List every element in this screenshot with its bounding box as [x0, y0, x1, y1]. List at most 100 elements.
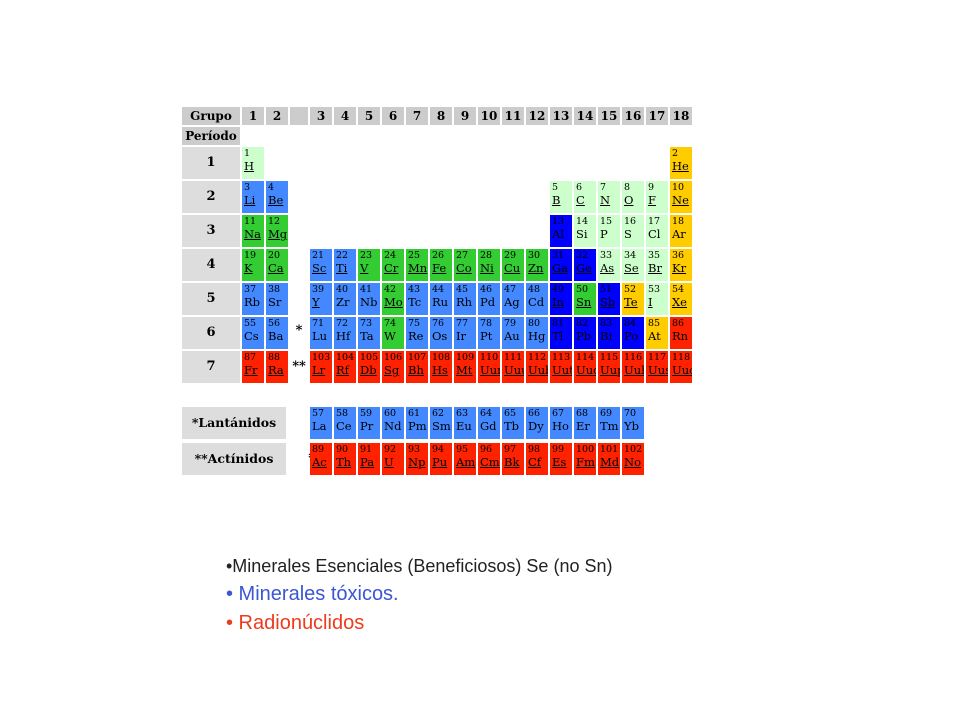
element-cell-rh: 45 Rh: [454, 283, 476, 315]
element-cell-ac[interactable]: 89 Ac: [310, 443, 332, 475]
element-symbol: Sc: [312, 261, 327, 275]
element-cell-li[interactable]: 3 Li: [242, 181, 264, 213]
element-cell-md[interactable]: 101 Md: [598, 443, 620, 475]
element-cell-zn[interactable]: 30 Zn: [526, 249, 548, 281]
element-cell-sg[interactable]: 106 Sg: [382, 351, 404, 383]
atomic-number: 85: [648, 318, 661, 329]
element-cell-as[interactable]: 33 As: [598, 249, 620, 281]
element-cell-lr[interactable]: 103 Lr: [310, 351, 332, 383]
element-cell-ga[interactable]: 31 Ga: [550, 249, 572, 281]
element-cell-na[interactable]: 11 Na: [242, 215, 264, 247]
element-cell-sn[interactable]: 50 Sn: [574, 283, 596, 315]
element-symbol: Uut: [552, 363, 572, 377]
element-cell-uuq[interactable]: 114Uuq: [574, 351, 596, 383]
element-cell-u[interactable]: 92 U: [382, 443, 404, 475]
element-cell-uun[interactable]: 110Uun: [478, 351, 500, 383]
element-cell-i[interactable]: 53 I: [646, 283, 668, 315]
element-cell-br[interactable]: 35 Br: [646, 249, 668, 281]
legend: •Minerales Esenciales (Beneficiosos) Se …: [226, 556, 612, 635]
element-cell-uus[interactable]: 117Uus: [646, 351, 668, 383]
atomic-number: 22: [336, 250, 349, 261]
lanthanide-marker: *: [290, 317, 308, 349]
element-cell-mo[interactable]: 42 Mo: [382, 283, 404, 315]
element-cell-co[interactable]: 27 Co: [454, 249, 476, 281]
element-symbol: F: [648, 193, 656, 207]
element-cell-uuo[interactable]: 118Uuo: [670, 351, 692, 383]
element-symbol: Es: [552, 455, 567, 469]
element-cell-ni[interactable]: 28 Ni: [478, 249, 500, 281]
element-cell-pa[interactable]: 91 Pa: [358, 443, 380, 475]
element-symbol: Bi: [600, 329, 613, 343]
element-cell-mn[interactable]: 25 Mn: [406, 249, 428, 281]
element-cell-th[interactable]: 90 Th: [334, 443, 356, 475]
element-cell-bh[interactable]: 107 Bh: [406, 351, 428, 383]
element-cell-he[interactable]: 2 He: [670, 147, 692, 179]
element-cell-mg[interactable]: 12 Mg: [266, 215, 288, 247]
element-cell-pu[interactable]: 94 Pu: [430, 443, 452, 475]
element-symbol: Re: [408, 329, 424, 343]
element-cell-fe[interactable]: 26 Fe: [430, 249, 452, 281]
element-cell-es[interactable]: 99 Es: [550, 443, 572, 475]
element-cell-ra[interactable]: 88 Ra: [266, 351, 288, 383]
element-symbol: Ti: [336, 261, 348, 275]
element-cell-uuu[interactable]: 111Uuu: [502, 351, 524, 383]
element-cell-te[interactable]: 52 Te: [622, 283, 644, 315]
element-cell-cu[interactable]: 29 Cu: [502, 249, 524, 281]
element-cell-se[interactable]: 34 Se: [622, 249, 644, 281]
element-symbol: Tc: [408, 295, 422, 309]
element-cell-w: 74 W: [382, 317, 404, 349]
element-cell-ne[interactable]: 10 Ne: [670, 181, 692, 213]
element-cell-cr[interactable]: 24 Cr: [382, 249, 404, 281]
element-cell-re: 75 Re: [406, 317, 428, 349]
element-cell-y[interactable]: 39 Y: [310, 283, 332, 315]
element-cell-uup[interactable]: 115Uup: [598, 351, 620, 383]
group-header-11: 11: [502, 107, 524, 125]
element-cell-sc[interactable]: 21 Sc: [310, 249, 332, 281]
element-cell-uut[interactable]: 113 Uut: [550, 351, 572, 383]
element-cell-be[interactable]: 4 Be: [266, 181, 288, 213]
element-cell-in[interactable]: 49 In: [550, 283, 572, 315]
element-cell-xe[interactable]: 54 Xe: [670, 283, 692, 315]
element-cell-k[interactable]: 19 K: [242, 249, 264, 281]
period-label-3: 3: [182, 215, 240, 247]
element-cell-bk[interactable]: 97 Bk: [502, 443, 524, 475]
element-cell-kr[interactable]: 36 Kr: [670, 249, 692, 281]
element-cell-db[interactable]: 105 Db: [358, 351, 380, 383]
element-cell-uuh[interactable]: 116Uuh: [622, 351, 644, 383]
element-cell-ho: 67 Ho: [550, 407, 572, 439]
element-symbol: H: [244, 159, 255, 173]
element-symbol: In: [552, 295, 564, 309]
element-cell-cf[interactable]: 98 Cf: [526, 443, 548, 475]
atomic-number: 88: [268, 352, 281, 363]
element-cell-mt[interactable]: 109 Mt: [454, 351, 476, 383]
element-cell-v[interactable]: 23 V: [358, 249, 380, 281]
element-cell-uub[interactable]: 112Uub: [526, 351, 548, 383]
element-cell-sb[interactable]: 51 Sb: [598, 283, 620, 315]
element-cell-am[interactable]: 95 Am: [454, 443, 476, 475]
atomic-number: 45: [456, 284, 469, 295]
element-cell-hs[interactable]: 108 Hs: [430, 351, 452, 383]
element-cell-ba: 56 Ba: [266, 317, 288, 349]
atomic-number: 75: [408, 318, 421, 329]
element-cell-ca[interactable]: 20 Ca: [266, 249, 288, 281]
legend-essential-minerals: •Minerales Esenciales (Beneficiosos) Se …: [226, 556, 613, 576]
element-cell-rf[interactable]: 104 Rf: [334, 351, 356, 383]
element-symbol: Po: [624, 329, 639, 343]
element-cell-ge[interactable]: 32 Ge: [574, 249, 596, 281]
atomic-number: 34: [624, 250, 637, 261]
element-cell-ti[interactable]: 22 Ti: [334, 249, 356, 281]
element-cell-fm[interactable]: 100 Fm: [574, 443, 596, 475]
element-cell-np[interactable]: 93 Np: [406, 443, 428, 475]
element-cell-fr[interactable]: 87 Fr: [242, 351, 264, 383]
atomic-number: 107: [408, 352, 427, 363]
element-symbol: Pa: [360, 455, 375, 469]
element-symbol: Os: [432, 329, 448, 343]
element-cell-cm[interactable]: 96 Cm: [478, 443, 500, 475]
element-cell-no[interactable]: 102 No: [622, 443, 644, 475]
